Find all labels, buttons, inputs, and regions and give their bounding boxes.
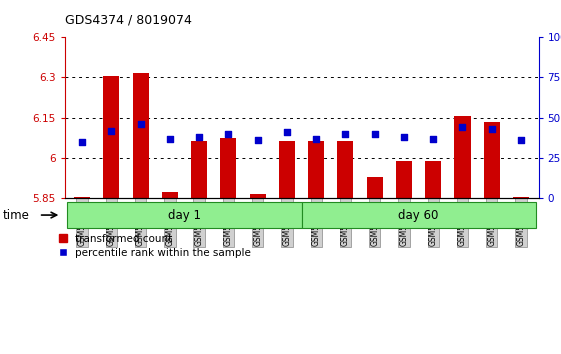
Bar: [367, 177, 383, 198]
Bar: [425, 161, 442, 198]
Point: [77, 139, 86, 145]
Point: [195, 134, 204, 140]
Bar: [67, 202, 302, 228]
Bar: [396, 161, 412, 198]
Bar: [302, 202, 536, 228]
Bar: [279, 141, 295, 198]
Legend: transformed count, percentile rank within the sample: transformed count, percentile rank withi…: [58, 234, 251, 258]
Text: time: time: [3, 209, 30, 222]
Point: [370, 131, 379, 137]
Bar: [454, 116, 471, 198]
Bar: [308, 141, 324, 198]
Bar: [250, 194, 266, 198]
Point: [399, 134, 408, 140]
Bar: [74, 197, 90, 198]
Bar: [162, 192, 178, 198]
Point: [165, 136, 174, 142]
Point: [107, 128, 116, 133]
Point: [282, 129, 291, 135]
Bar: [484, 122, 500, 198]
Point: [458, 125, 467, 130]
Point: [488, 126, 496, 132]
Bar: [132, 73, 149, 198]
Point: [517, 137, 526, 143]
Point: [341, 131, 350, 137]
Bar: [191, 141, 207, 198]
Text: day 60: day 60: [398, 209, 439, 222]
Point: [253, 137, 262, 143]
Bar: [513, 197, 529, 198]
Point: [136, 121, 145, 127]
Bar: [220, 138, 236, 198]
Bar: [103, 76, 119, 198]
Text: GDS4374 / 8019074: GDS4374 / 8019074: [65, 13, 191, 27]
Point: [429, 136, 438, 142]
Point: [312, 136, 321, 142]
Text: day 1: day 1: [168, 209, 201, 222]
Bar: [337, 141, 353, 198]
Point: [224, 131, 233, 137]
